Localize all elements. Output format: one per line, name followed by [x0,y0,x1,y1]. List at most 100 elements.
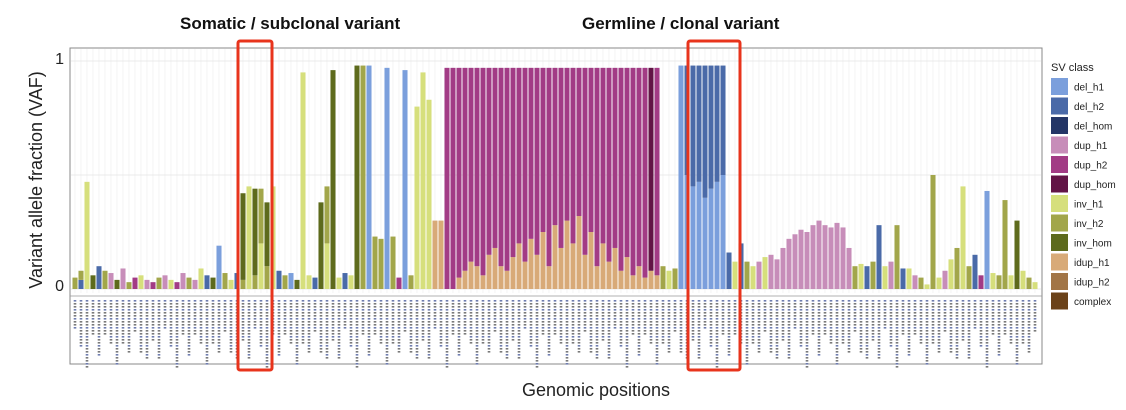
position-label-mark [841,300,845,302]
position-label-mark [781,312,785,314]
position-label-mark [721,321,725,323]
position-label-mark [535,303,539,305]
position-label-mark [727,330,731,332]
bar-dup_h2 [588,67,594,232]
position-label-mark [409,327,413,329]
position-label-mark [979,306,983,308]
legend-label-inv_h1: inv_h1 [1074,200,1104,211]
position-label-mark [973,321,977,323]
position-label-mark [121,324,125,326]
position-label-mark [469,324,473,326]
position-label-mark [619,303,623,305]
position-label-mark [157,327,161,329]
position-label-mark [433,303,437,305]
position-label-mark [1015,306,1019,308]
position-label-mark [415,333,419,335]
position-label-mark [703,309,707,311]
position-label-mark [169,312,173,314]
position-label-mark [1027,303,1031,305]
position-label-mark [985,348,989,350]
position-label-mark [1021,306,1025,308]
position-label-mark [757,324,761,326]
bar-del_h2 [312,277,318,289]
bar-idup_h1 [540,232,546,289]
position-label-mark [559,315,563,317]
position-label-mark [199,306,203,308]
position-label-mark [1021,333,1025,335]
position-label-mark [109,306,113,308]
position-label-mark [1015,342,1019,344]
position-label-mark [643,321,647,323]
position-label-mark [229,300,233,302]
position-label-mark [961,303,965,305]
position-label-mark [469,312,473,314]
position-label-mark [895,315,899,317]
position-label-mark [907,321,911,323]
position-label-mark [769,348,773,350]
position-label-mark [331,330,335,332]
position-label-mark [775,330,779,332]
position-label-mark [289,324,293,326]
position-label-mark [1015,345,1019,347]
position-label-mark [679,318,683,320]
position-label-mark [355,339,359,341]
position-label-mark [919,330,923,332]
position-label-mark [295,363,299,365]
position-label-mark [985,306,989,308]
position-label-mark [835,348,839,350]
position-label-mark [679,312,683,314]
position-label-mark [889,300,893,302]
position-label-mark [463,300,467,302]
position-label-mark [949,300,953,302]
position-label-mark [307,333,311,335]
position-label-mark [367,303,371,305]
position-label-mark [487,309,491,311]
position-label-mark [367,354,371,356]
position-label-mark [1009,300,1013,302]
position-label-mark [709,303,713,305]
position-label-mark [679,327,683,329]
position-label-mark [655,306,659,308]
position-label-mark [343,300,347,302]
position-label-mark [625,360,629,362]
position-label-mark [943,321,947,323]
position-label-mark [961,327,965,329]
position-label-mark [607,315,611,317]
position-label-mark [727,345,731,347]
position-label-mark [721,312,725,314]
position-label-mark [997,309,1001,311]
position-label-mark [829,318,833,320]
position-label-mark [775,318,779,320]
position-label-mark [643,330,647,332]
position-label-mark [715,357,719,359]
position-label-mark [1009,306,1013,308]
position-label-mark [217,318,221,320]
position-label-mark [787,345,791,347]
position-label-mark [553,309,557,311]
position-label-mark [589,309,593,311]
position-label-mark [997,321,1001,323]
bar-del_h2 [876,225,882,289]
position-label-mark [385,357,389,359]
position-label-mark [787,312,791,314]
position-label-mark [85,324,89,326]
position-label-mark [649,324,653,326]
position-label-mark [133,324,137,326]
position-label-mark [919,327,923,329]
position-label-mark [475,321,479,323]
position-label-mark [847,333,851,335]
position-label-mark [397,327,401,329]
position-label-mark [841,318,845,320]
position-label-mark [73,300,77,302]
position-label-mark [547,309,551,311]
position-label-mark [841,333,845,335]
position-label-mark [379,327,383,329]
position-label-mark [145,306,149,308]
position-label-mark [979,300,983,302]
position-label-mark [517,333,521,335]
position-label-mark [229,348,233,350]
position-label-mark [109,333,113,335]
position-label-mark [205,357,209,359]
bar-dup_h2 [174,282,180,289]
position-label-mark [865,357,869,359]
